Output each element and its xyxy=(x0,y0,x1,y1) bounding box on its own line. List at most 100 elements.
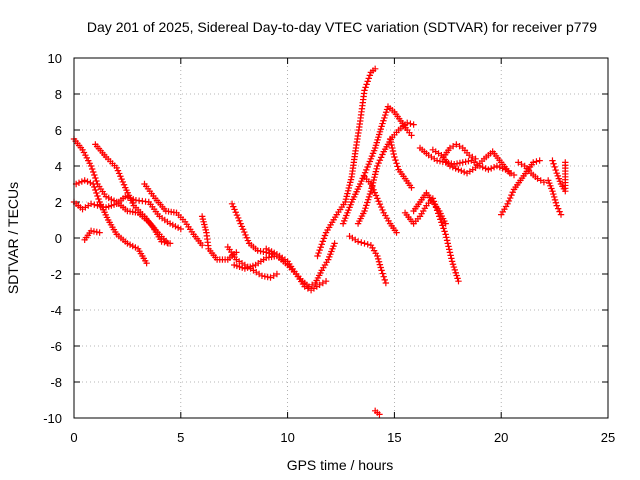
data-point xyxy=(143,260,150,267)
y-tick-label: -4 xyxy=(50,303,62,318)
data-point xyxy=(438,219,445,226)
data-point xyxy=(90,180,97,188)
data-point xyxy=(90,168,97,176)
data-point xyxy=(354,238,362,245)
data-point xyxy=(530,159,537,166)
data-point xyxy=(364,163,371,171)
data-point xyxy=(233,211,241,219)
data-point xyxy=(314,252,321,260)
data-point xyxy=(304,285,312,292)
series-s4 xyxy=(92,141,174,247)
series-s15 xyxy=(346,233,390,287)
data-point xyxy=(372,192,380,199)
data-point xyxy=(241,228,248,236)
data-point xyxy=(509,189,516,196)
data-point xyxy=(379,120,386,127)
data-point xyxy=(533,158,540,165)
data-point xyxy=(362,84,369,91)
data-point xyxy=(87,179,94,186)
data-point xyxy=(393,229,400,236)
data-point xyxy=(360,172,368,179)
data-point xyxy=(317,244,324,251)
data-point xyxy=(372,168,380,175)
data-point xyxy=(273,270,281,278)
data-point xyxy=(380,273,387,280)
data-point xyxy=(347,176,355,183)
series-s26 xyxy=(549,157,569,195)
data-point xyxy=(485,166,492,173)
y-tick-label: -6 xyxy=(50,339,62,354)
data-point xyxy=(449,164,456,171)
series-s24 xyxy=(515,159,548,186)
data-point xyxy=(386,135,394,143)
data-point xyxy=(410,121,417,128)
data-point xyxy=(554,205,562,212)
data-point xyxy=(445,243,452,250)
data-point xyxy=(448,258,456,265)
data-point xyxy=(465,152,473,159)
data-point xyxy=(453,141,460,148)
data-point xyxy=(508,191,515,199)
data-point xyxy=(374,252,381,260)
data-point xyxy=(244,237,252,244)
data-point xyxy=(504,200,511,207)
series-s25 xyxy=(544,177,565,218)
data-point xyxy=(344,187,352,194)
data-point xyxy=(375,159,382,167)
data-point xyxy=(444,240,451,247)
data-point xyxy=(270,272,277,279)
data-point xyxy=(344,190,351,197)
data-point xyxy=(316,281,323,288)
series-s21 xyxy=(410,189,449,227)
data-point xyxy=(319,238,327,245)
data-point xyxy=(232,209,239,216)
data-point xyxy=(408,132,415,139)
data-point xyxy=(120,181,128,188)
data-point xyxy=(92,174,99,182)
data-point xyxy=(377,203,385,211)
data-point xyxy=(472,155,479,162)
y-tick-label: 8 xyxy=(55,87,62,102)
data-point xyxy=(87,162,95,170)
data-point xyxy=(382,279,390,287)
data-point xyxy=(316,246,323,254)
series-s20 xyxy=(401,195,462,285)
data-point xyxy=(557,211,565,218)
data-point xyxy=(343,193,350,200)
data-point xyxy=(446,246,453,253)
data-point xyxy=(242,231,249,239)
series-s27 xyxy=(371,407,383,418)
series-s12 xyxy=(314,65,379,260)
data-point xyxy=(380,117,387,124)
data-point xyxy=(534,175,541,182)
data-point xyxy=(231,206,238,213)
y-axis-label: SDTVAR / TECUs xyxy=(5,182,21,294)
y-tick-label: 2 xyxy=(55,195,62,210)
data-point xyxy=(550,160,557,167)
data-point xyxy=(552,166,559,174)
data-point xyxy=(374,162,381,170)
axis-ticks: 0 5 10 15 20 25 -10 -8 -6 -4 -2 0 2 4 6 8 10 xyxy=(43,51,615,445)
data-points xyxy=(70,65,569,418)
series-s19 xyxy=(429,146,513,177)
data-point xyxy=(363,202,370,209)
data-point xyxy=(394,163,401,170)
data-point xyxy=(92,186,99,194)
data-point xyxy=(93,189,100,197)
data-point xyxy=(381,114,388,122)
data-point xyxy=(442,231,449,238)
data-point xyxy=(460,168,468,176)
data-point xyxy=(440,225,447,232)
data-point xyxy=(364,241,371,248)
data-point xyxy=(447,252,454,259)
data-point xyxy=(540,179,548,186)
data-point xyxy=(361,240,368,247)
series-s17 xyxy=(386,135,415,191)
data-point xyxy=(389,144,396,152)
data-point xyxy=(449,143,457,150)
data-point xyxy=(446,162,454,170)
data-point xyxy=(78,178,86,185)
data-point xyxy=(437,216,444,223)
x-tick-label: 20 xyxy=(494,430,508,445)
data-point xyxy=(393,160,400,167)
